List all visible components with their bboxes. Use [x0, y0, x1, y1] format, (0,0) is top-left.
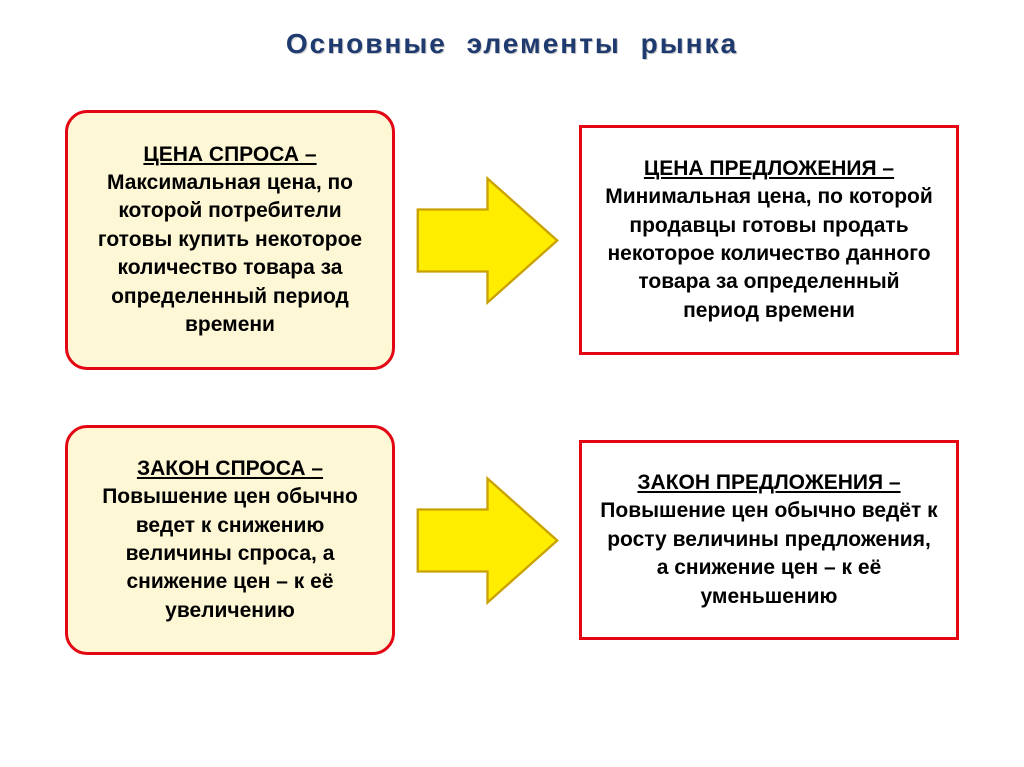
box-demand-law: ЗАКОН СПРОСА – Повышение цен обычно веде… — [65, 425, 395, 655]
arrow-right-icon — [407, 463, 567, 618]
box-supply-price: ЦЕНА ПРЕДЛОЖЕНИЯ – Минимальная цена, по … — [579, 125, 959, 355]
arrow-shape — [417, 478, 557, 602]
body: Минимальная цена, по которой продавцы го… — [600, 183, 938, 325]
row-1: ЦЕНА СПРОСА – Максимальная цена, по кото… — [0, 110, 1024, 370]
box-supply-law: ЗАКОН ПРЕДЛОЖЕНИЯ – Повышение цен обычно… — [579, 440, 959, 640]
term: ЗАКОН ПРЕДЛОЖЕНИЯ – — [637, 471, 900, 494]
arrow-right-icon — [407, 163, 567, 318]
term: ЦЕНА ПРЕДЛОЖЕНИЯ – — [644, 157, 894, 180]
body: Повышение цен обычно ведет к снижению ве… — [86, 483, 374, 625]
term: ЗАКОН СПРОСА – — [137, 457, 323, 480]
body: Максимальная цена, по которой потребител… — [86, 169, 374, 339]
term: ЦЕНА СПРОСА – — [143, 143, 316, 166]
body: Повышение цен обычно ведёт к росту велич… — [600, 497, 938, 610]
arrow-shape — [417, 178, 557, 302]
page-title: Основные элементы рынка — [0, 0, 1024, 60]
row-2: ЗАКОН СПРОСА – Повышение цен обычно веде… — [0, 425, 1024, 655]
box-demand-price: ЦЕНА СПРОСА – Максимальная цена, по кото… — [65, 110, 395, 370]
